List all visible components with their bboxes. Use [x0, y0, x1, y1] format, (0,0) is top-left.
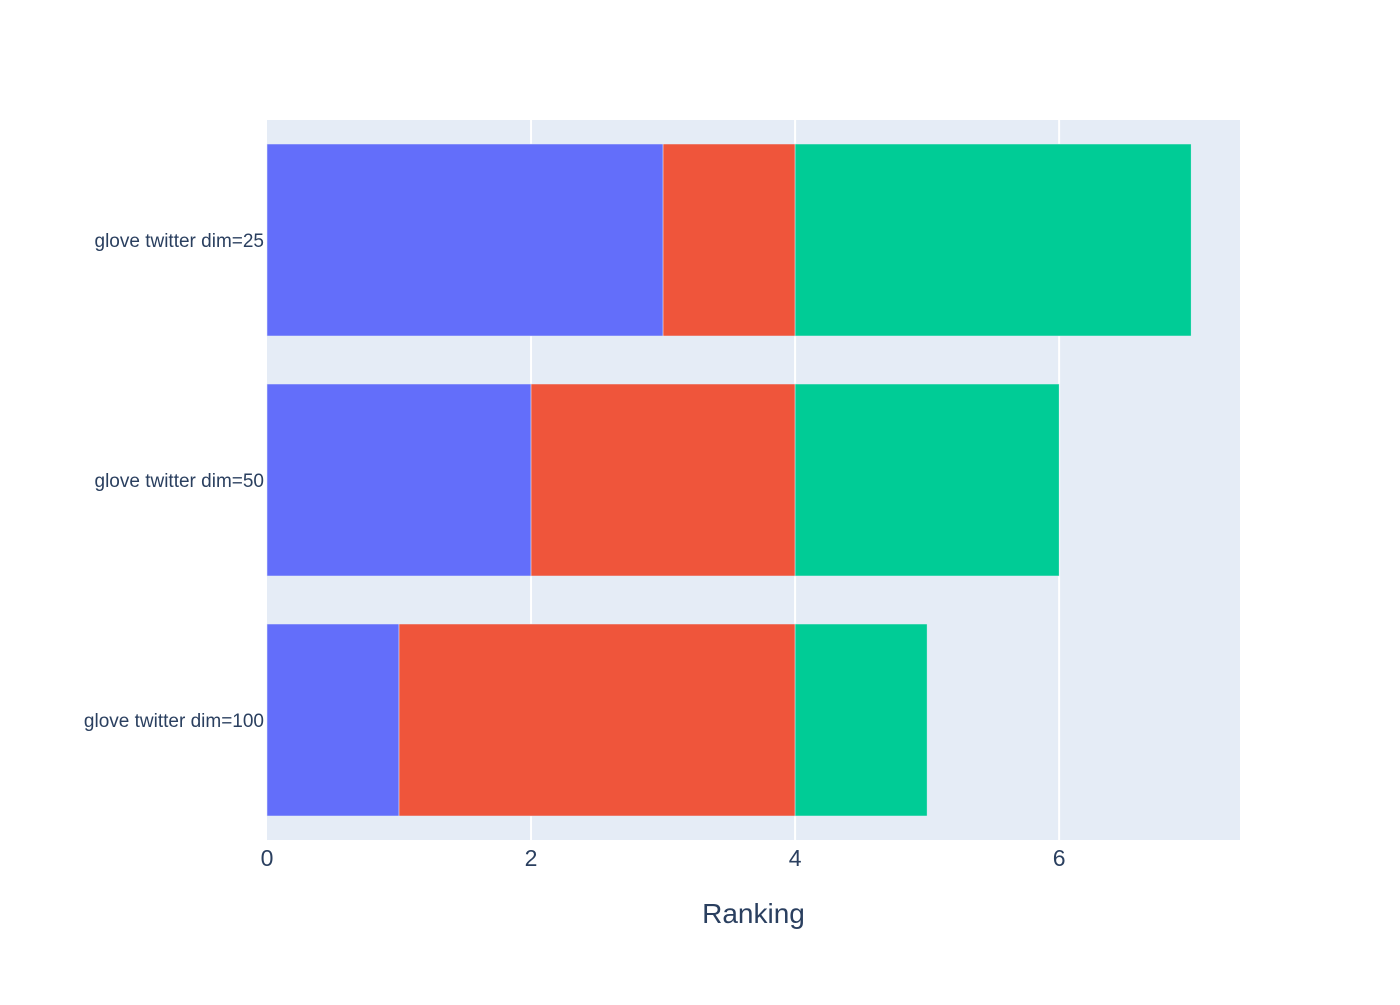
x-tick-label: 2 [525, 845, 538, 871]
bar-segment [794, 383, 1060, 577]
bar-segment [530, 383, 796, 577]
x-axis-tick-labels: 0 2 4 6 [261, 845, 1066, 871]
y-tick-label: glove twitter dim=25 [95, 231, 265, 252]
x-tick-label: 0 [261, 845, 274, 871]
x-tick-label: 6 [1053, 845, 1066, 871]
bar-segment [662, 143, 796, 337]
y-tick-label: glove twitter dim=100 [84, 711, 264, 732]
x-tick-label: 4 [789, 845, 802, 871]
x-axis-title: Ranking [702, 898, 805, 929]
bar-segment [266, 623, 400, 817]
bar-segment [794, 143, 1192, 337]
bar-segment [794, 623, 928, 817]
bars [266, 143, 1192, 817]
bar-segment [266, 383, 532, 577]
y-axis-tick-labels: glove twitter dim=25 glove twitter dim=50… [84, 231, 264, 732]
y-tick-label: glove twitter dim=50 [95, 471, 265, 492]
bar-segment [266, 143, 664, 337]
bar-segment [398, 623, 796, 817]
